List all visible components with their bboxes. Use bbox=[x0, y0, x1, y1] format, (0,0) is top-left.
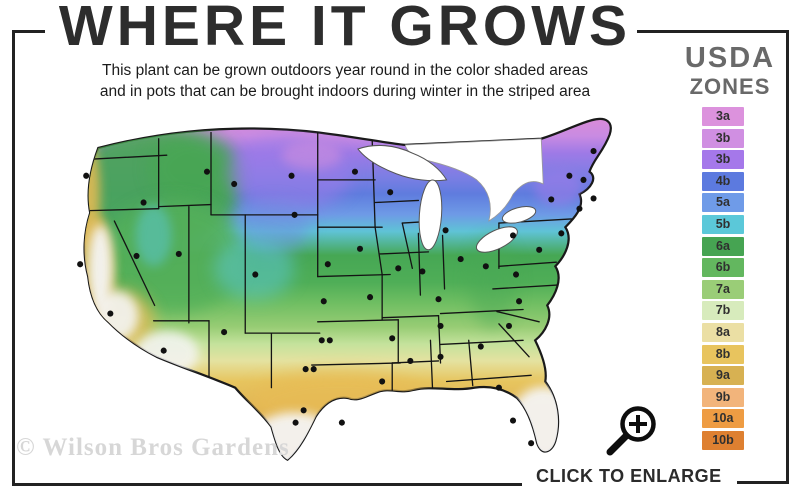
city-dot bbox=[395, 265, 402, 272]
city-dot bbox=[338, 419, 345, 426]
legend-zone-swatch: 10a bbox=[702, 409, 744, 429]
legend-title: USDA ZONES bbox=[668, 44, 792, 98]
city-dot bbox=[495, 384, 502, 391]
city-dot bbox=[482, 263, 489, 270]
city-dot bbox=[387, 189, 394, 196]
city-dot bbox=[133, 252, 140, 260]
city-dot bbox=[351, 168, 358, 175]
legend-zone-swatch: 3b bbox=[702, 128, 744, 148]
city-dot bbox=[300, 407, 307, 414]
subtitle: This plant can be grown outdoors year ro… bbox=[48, 60, 642, 102]
city-dot bbox=[302, 366, 309, 373]
city-dot bbox=[435, 296, 442, 303]
city-dot bbox=[548, 196, 555, 203]
legend-zone-swatch: 7a bbox=[702, 279, 744, 299]
city-dot bbox=[379, 378, 386, 385]
city-dot bbox=[77, 261, 84, 268]
city-dot bbox=[516, 298, 523, 305]
city-dot bbox=[477, 343, 484, 350]
legend-zone-swatch: 3b bbox=[702, 150, 744, 170]
legend-zone-swatch: 8b bbox=[702, 344, 744, 364]
frame-left-edge bbox=[12, 30, 15, 486]
page-title: WHERE IT GROWS bbox=[58, 0, 632, 58]
city-dot bbox=[356, 245, 364, 252]
city-dot bbox=[140, 199, 147, 206]
city-dot bbox=[558, 230, 565, 237]
usda-zone-map[interactable] bbox=[58, 112, 662, 472]
legend-title-usda: USDA bbox=[684, 42, 776, 74]
frame-top-right-segment bbox=[637, 30, 789, 33]
city-dot bbox=[83, 172, 90, 179]
city-dot bbox=[437, 353, 444, 360]
subtitle-line1: This plant can be grown outdoors year ro… bbox=[102, 62, 588, 79]
city-dot bbox=[437, 322, 444, 330]
city-dot bbox=[107, 310, 114, 317]
city-dot bbox=[457, 256, 464, 263]
city-dot bbox=[320, 298, 327, 305]
city-dot bbox=[590, 148, 597, 155]
legend-zone-swatch: 10b bbox=[702, 430, 744, 450]
city-dot bbox=[505, 322, 513, 330]
frame-bottom-left-segment bbox=[12, 483, 522, 486]
frame-top-left-segment bbox=[12, 30, 45, 33]
state-borders bbox=[84, 129, 573, 397]
city-dot bbox=[509, 232, 517, 239]
city-dot bbox=[231, 180, 238, 188]
city-dot bbox=[419, 268, 426, 275]
city-dot bbox=[160, 347, 167, 354]
legend-zone-swatch: 8a bbox=[702, 322, 744, 342]
legend-zone-swatch: 4b bbox=[702, 171, 744, 191]
city-dot bbox=[513, 271, 520, 278]
legend-zone-swatch: 5b bbox=[702, 214, 744, 234]
city-dot bbox=[536, 246, 543, 253]
city-dot bbox=[389, 335, 396, 342]
city-dot bbox=[324, 261, 331, 268]
zone-legend: 3a 3b 3b 4b 5a 5b 6a 6b 7a 7b 8a 8b 9a 9b 10a 10b bbox=[702, 107, 744, 450]
legend-zone-swatch: 3a bbox=[702, 107, 744, 126]
city-dot bbox=[528, 440, 535, 447]
legend-zone-swatch: 6b bbox=[702, 258, 744, 278]
frame-bottom-right-segment bbox=[737, 481, 789, 484]
city-dot bbox=[509, 417, 517, 424]
city-dot bbox=[203, 168, 211, 175]
magnifier-plus-icon[interactable] bbox=[600, 402, 662, 464]
city-dot bbox=[442, 227, 449, 234]
city-dot bbox=[221, 329, 228, 336]
legend-zone-swatch: 6a bbox=[702, 236, 744, 256]
city-dot bbox=[175, 250, 182, 258]
city-dot bbox=[566, 172, 573, 179]
great-lakes bbox=[357, 138, 544, 253]
subtitle-line2: and in pots that can be brought indoors … bbox=[99, 83, 591, 100]
legend-zone-swatch: 5a bbox=[702, 193, 744, 213]
city-dot bbox=[590, 195, 597, 202]
city-dot bbox=[310, 366, 317, 373]
city-dot bbox=[292, 419, 299, 426]
watermark: © Wilson Bros Gardens bbox=[16, 434, 290, 461]
city-dot bbox=[288, 172, 295, 179]
frame-right-edge bbox=[786, 30, 789, 484]
legend-title-zones: ZONES bbox=[689, 74, 771, 99]
city-dot bbox=[326, 337, 333, 344]
city-dot bbox=[291, 211, 298, 218]
city-dot bbox=[252, 271, 259, 278]
click-to-enlarge-label[interactable]: CLICK TO ENLARGE bbox=[536, 466, 722, 486]
city-dot bbox=[407, 357, 414, 364]
us-map-svg bbox=[77, 117, 612, 462]
city-dot bbox=[576, 205, 583, 212]
city-dots bbox=[77, 148, 597, 447]
legend-zone-swatch: 9b bbox=[702, 387, 744, 407]
city-dot bbox=[580, 176, 587, 183]
city-dot bbox=[318, 337, 325, 344]
city-dot bbox=[367, 294, 374, 301]
legend-zone-swatch: 9a bbox=[702, 366, 744, 386]
legend-zone-swatch: 7b bbox=[702, 301, 744, 321]
